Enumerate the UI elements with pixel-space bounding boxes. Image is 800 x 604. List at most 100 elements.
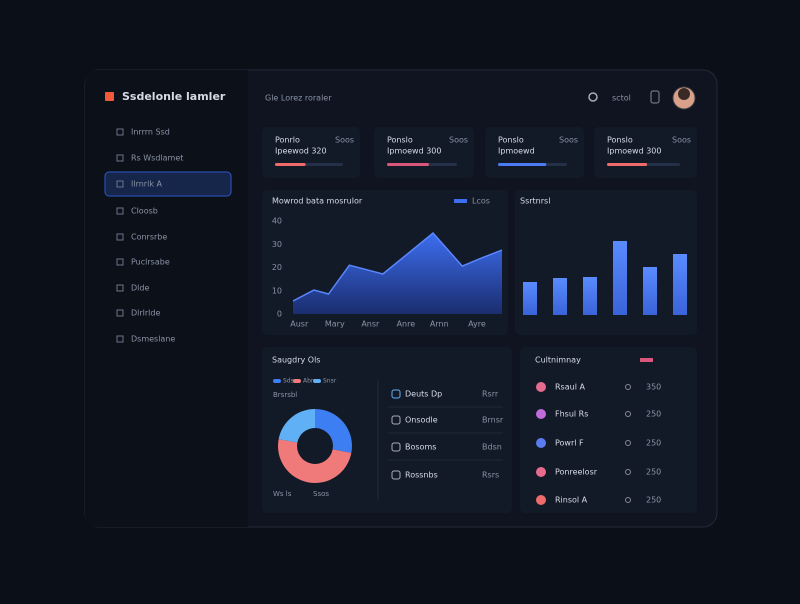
row-status bbox=[625, 469, 631, 475]
area-fill bbox=[293, 233, 502, 314]
y-tick-label: 30 bbox=[272, 240, 282, 249]
donut-segment bbox=[315, 409, 352, 453]
row-name: Powrl F bbox=[555, 439, 584, 448]
menu-icon bbox=[116, 128, 124, 136]
bar bbox=[643, 267, 657, 315]
header-title: Gle Lorez roraler bbox=[265, 94, 332, 103]
table-title: Cultnimnay bbox=[535, 356, 581, 365]
row-label: Bosoms bbox=[405, 443, 436, 452]
bar bbox=[553, 278, 567, 315]
row-label: Onsodle bbox=[405, 416, 438, 425]
row-name: Rsaul A bbox=[555, 383, 585, 392]
kpi-tag: Soos bbox=[559, 136, 578, 145]
bar bbox=[583, 277, 597, 315]
y-tick-label: 10 bbox=[272, 286, 282, 295]
donut-segment bbox=[278, 439, 352, 483]
row-value: Bdsn bbox=[482, 443, 502, 452]
menu-item[interactable]: Rs Wsdlamet bbox=[131, 154, 183, 163]
sidebar bbox=[85, 70, 248, 527]
x-tick-label: Ausr bbox=[290, 320, 309, 329]
kpi-label: Ponrlo bbox=[275, 136, 300, 145]
donut-segment bbox=[278, 409, 315, 443]
legend: Lcos bbox=[472, 197, 490, 206]
menu-item[interactable]: Conrsrbe bbox=[131, 233, 167, 242]
row-value: 350 bbox=[646, 383, 661, 392]
row-value: 250 bbox=[646, 468, 661, 477]
kpi-value: Ipmoewd 300 bbox=[387, 147, 441, 156]
row-status bbox=[625, 440, 631, 446]
search-icon bbox=[588, 92, 598, 102]
menu-icon bbox=[116, 233, 124, 241]
menu-icon bbox=[116, 207, 124, 215]
chart-title: Saugdry Ols bbox=[272, 356, 320, 365]
legend-swatch bbox=[293, 379, 301, 383]
area-line bbox=[292, 232, 503, 302]
kpi-label: Ponslo bbox=[607, 136, 633, 145]
legend-swatch bbox=[640, 358, 653, 362]
kpi-tag: Soos bbox=[449, 136, 468, 145]
x-tick-label: Mary bbox=[325, 320, 345, 329]
row-name: Fhsul Rs bbox=[555, 410, 588, 419]
bell bbox=[650, 90, 660, 104]
menu-item[interactable]: Dsmeslane bbox=[131, 335, 175, 344]
row-value: Brnsr bbox=[482, 416, 504, 425]
row-icon bbox=[391, 470, 401, 480]
chart-title: Mowrod bata mosrulor bbox=[272, 197, 363, 206]
menu-item[interactable]: Puclrsabe bbox=[131, 258, 170, 267]
x-tick-label: Arnn bbox=[430, 320, 449, 329]
kpi-progress bbox=[607, 163, 648, 166]
footer-label: Ssos bbox=[313, 490, 329, 498]
bar bbox=[613, 241, 627, 315]
menu-item[interactable]: Dlrlrlde bbox=[131, 309, 160, 318]
kpi-value: Ipeewod 320 bbox=[275, 147, 327, 156]
avatar-hair bbox=[678, 88, 690, 100]
row-value: Rsrr bbox=[482, 390, 499, 399]
chart-title: Ssrtnrsl bbox=[520, 197, 550, 206]
menu-icon bbox=[116, 284, 124, 292]
menu-item[interactable]: Dlde bbox=[131, 284, 149, 293]
x-tick-label: Ayre bbox=[468, 320, 486, 329]
row-status bbox=[625, 384, 631, 390]
menu-icon bbox=[116, 180, 124, 188]
row-icon bbox=[536, 382, 546, 392]
x-tick-label: Ansr bbox=[361, 320, 380, 329]
kpi-label: Ponslo bbox=[498, 136, 524, 145]
kpi-tag: Soos bbox=[672, 136, 691, 145]
row-icon bbox=[536, 438, 546, 448]
row-value: 250 bbox=[646, 410, 661, 419]
menu-item[interactable]: Cloosb bbox=[131, 207, 158, 216]
row-label: Deuts Dp bbox=[405, 390, 442, 399]
logo-icon bbox=[105, 92, 114, 101]
active-item bbox=[104, 171, 232, 197]
user[interactable]: sctol bbox=[612, 94, 631, 103]
legend: Sdsu bbox=[283, 378, 298, 385]
menu-item[interactable]: Ilrnrlk A bbox=[131, 180, 162, 189]
legend-swatch bbox=[454, 199, 467, 203]
row-icon bbox=[536, 495, 546, 505]
row-icon bbox=[536, 467, 546, 477]
row-icon bbox=[391, 389, 401, 399]
kpi-progress bbox=[498, 163, 547, 166]
row-name: Rinsol A bbox=[555, 496, 588, 505]
row-value: Rsrs bbox=[482, 471, 499, 480]
bar bbox=[673, 254, 687, 315]
kpi-progress bbox=[275, 163, 306, 166]
footer-label: Ws ls bbox=[273, 490, 292, 498]
menu-icon bbox=[116, 309, 124, 317]
row-name: Ponreelosr bbox=[555, 468, 598, 477]
menu-icon bbox=[116, 154, 124, 162]
kpi-progress bbox=[387, 163, 429, 166]
x-tick-label: Anre bbox=[397, 320, 416, 329]
legend: Snsr bbox=[323, 378, 337, 385]
y-tick-label: 0 bbox=[277, 310, 282, 319]
sublabel: Brsrsbl bbox=[273, 391, 297, 399]
row-icon bbox=[536, 409, 546, 419]
legend: Abrs bbox=[303, 378, 317, 385]
bar bbox=[523, 282, 537, 315]
kpi-tag: Soos bbox=[335, 136, 354, 145]
row-label: Rossnbs bbox=[405, 471, 438, 480]
menu-item[interactable]: Inrrrn Ssd bbox=[131, 128, 170, 137]
row-value: 250 bbox=[646, 439, 661, 448]
kpi-value: Ipmoewd bbox=[498, 147, 535, 156]
